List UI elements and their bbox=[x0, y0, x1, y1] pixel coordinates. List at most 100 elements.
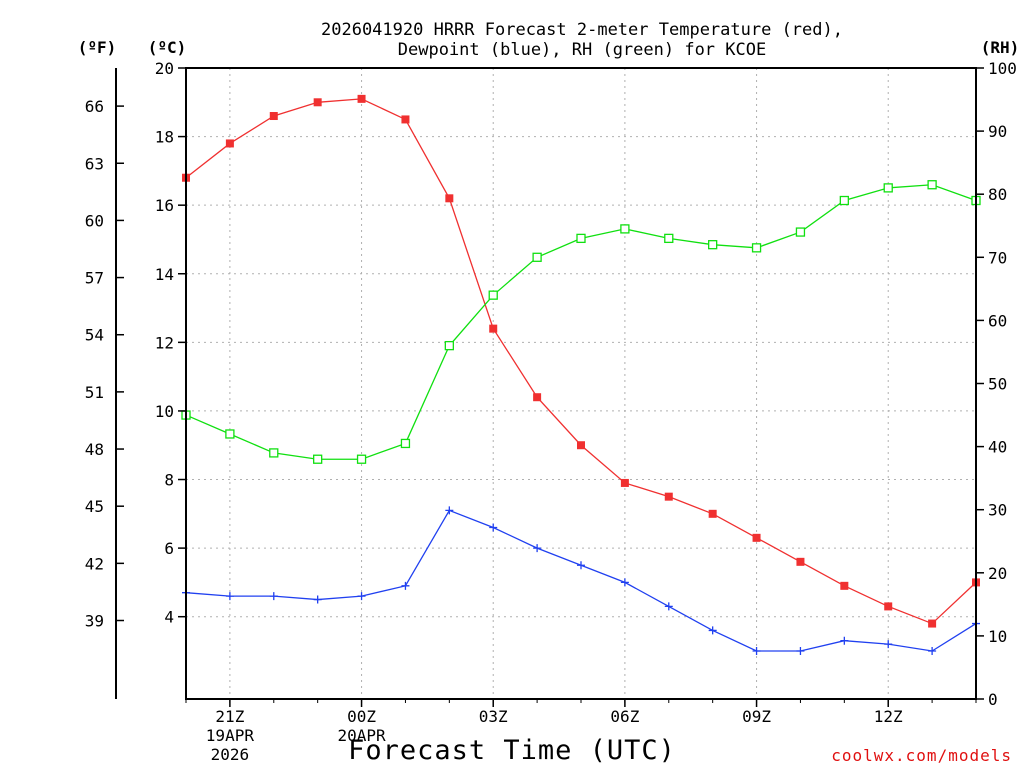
temperature-point bbox=[401, 115, 409, 123]
dewpoint-point bbox=[226, 592, 234, 600]
dewpoint-point bbox=[445, 506, 453, 514]
celsius-tick-label: 10 bbox=[155, 402, 174, 421]
temperature-point bbox=[753, 534, 761, 542]
rh-point bbox=[796, 228, 804, 236]
x-tick-label: 00Z bbox=[347, 707, 376, 726]
rh-unit-label: (RH) bbox=[981, 38, 1020, 57]
credit-link[interactable]: coolwx.com/models bbox=[831, 746, 1012, 765]
dewpoint-point bbox=[489, 524, 497, 532]
temperature-point bbox=[358, 95, 366, 103]
rh-point bbox=[577, 234, 585, 242]
temperature-point bbox=[884, 602, 892, 610]
fahrenheit-unit-label: (ºF) bbox=[78, 38, 117, 57]
fahrenheit-tick-label: 48 bbox=[85, 440, 104, 459]
fahrenheit-tick-label: 63 bbox=[85, 154, 104, 173]
celsius-tick-label: 20 bbox=[155, 59, 174, 78]
hrrr-forecast-chart: 21Z19APR202600Z20APR03Z 06Z 09Z 12Z46810121… bbox=[0, 0, 1024, 768]
x-tick-label: 03Z bbox=[479, 707, 508, 726]
rh-tick-label: 70 bbox=[988, 248, 1007, 267]
rh-point bbox=[314, 455, 322, 463]
x-tick-label: 09Z bbox=[742, 707, 771, 726]
x-tick-date: 19APR bbox=[206, 726, 255, 745]
fahrenheit-tick-label: 51 bbox=[85, 383, 104, 402]
temperature-point bbox=[226, 139, 234, 147]
rh-tick-label: 90 bbox=[988, 122, 1007, 141]
dewpoint-point bbox=[753, 647, 761, 655]
fahrenheit-tick-label: 57 bbox=[85, 269, 104, 288]
rh-point bbox=[884, 184, 892, 192]
rh-point bbox=[270, 449, 278, 457]
dewpoint-point bbox=[314, 596, 322, 604]
temperature-point bbox=[840, 582, 848, 590]
fahrenheit-tick-label: 60 bbox=[85, 211, 104, 230]
rh-tick-label: 10 bbox=[988, 627, 1007, 646]
rh-point bbox=[753, 244, 761, 252]
fahrenheit-tick-label: 45 bbox=[85, 497, 104, 516]
fahrenheit-tick-label: 54 bbox=[85, 326, 104, 345]
x-axis-title: Forecast Time (UTC) bbox=[348, 735, 676, 766]
temperature-point bbox=[533, 393, 541, 401]
temperature-point bbox=[445, 194, 453, 202]
temperature-point bbox=[928, 620, 936, 628]
dewpoint-line bbox=[186, 510, 976, 651]
rh-tick-label: 20 bbox=[988, 564, 1007, 583]
celsius-tick-label: 16 bbox=[155, 196, 174, 215]
x-tick-year: 2026 bbox=[211, 745, 250, 764]
dewpoint-point bbox=[928, 647, 936, 655]
chart-title-line-2: Dewpoint (blue), RH (green) for KCOE bbox=[398, 40, 766, 60]
rh-tick-label: 100 bbox=[988, 59, 1017, 78]
dewpoint-point bbox=[270, 592, 278, 600]
celsius-tick-label: 18 bbox=[155, 128, 174, 147]
temperature-point bbox=[314, 98, 322, 106]
rh-point bbox=[709, 241, 717, 249]
celsius-tick-label: 14 bbox=[155, 265, 174, 284]
fahrenheit-tick-label: 39 bbox=[85, 612, 104, 631]
rh-tick-label: 80 bbox=[988, 185, 1007, 204]
rh-point bbox=[621, 225, 629, 233]
data-series bbox=[182, 95, 980, 655]
rh-line bbox=[186, 185, 976, 459]
dewpoint-point bbox=[358, 592, 366, 600]
fahrenheit-tick-label: 66 bbox=[85, 97, 104, 116]
grid-lines bbox=[186, 68, 976, 699]
chart-title-line-1: 2026041920 HRRR Forecast 2-meter Tempera… bbox=[321, 20, 843, 40]
rh-point bbox=[401, 439, 409, 447]
rh-point bbox=[445, 342, 453, 350]
dewpoint-point bbox=[621, 578, 629, 586]
plot-frame bbox=[186, 68, 976, 699]
rh-point bbox=[840, 197, 848, 205]
x-tick-label: 06Z bbox=[610, 707, 639, 726]
dewpoint-point bbox=[401, 582, 409, 590]
dewpoint-point bbox=[533, 544, 541, 552]
dewpoint-point bbox=[709, 626, 717, 634]
rh-tick-label: 0 bbox=[988, 690, 998, 709]
rh-point bbox=[489, 291, 497, 299]
dewpoint-point bbox=[884, 640, 892, 648]
temperature-point bbox=[665, 493, 673, 501]
temperature-point bbox=[489, 325, 497, 333]
celsius-unit-label: (ºC) bbox=[148, 38, 187, 57]
rh-point bbox=[533, 253, 541, 261]
rh-point bbox=[665, 234, 673, 242]
rh-tick-label: 40 bbox=[988, 438, 1007, 457]
dewpoint-point bbox=[840, 637, 848, 645]
temperature-point bbox=[621, 479, 629, 487]
celsius-tick-label: 6 bbox=[164, 539, 174, 558]
x-tick-label: 21Z bbox=[215, 707, 244, 726]
celsius-tick-label: 12 bbox=[155, 333, 174, 352]
rh-point bbox=[928, 181, 936, 189]
rh-tick-label: 30 bbox=[988, 501, 1007, 520]
temperature-point bbox=[577, 441, 585, 449]
temperature-point bbox=[270, 112, 278, 120]
celsius-tick-label: 8 bbox=[164, 471, 174, 490]
celsius-tick-label: 4 bbox=[164, 608, 174, 627]
dewpoint-point bbox=[665, 602, 673, 610]
dewpoint-point bbox=[796, 647, 804, 655]
rh-tick-label: 50 bbox=[988, 375, 1007, 394]
rh-point bbox=[226, 430, 234, 438]
fahrenheit-tick-label: 42 bbox=[85, 554, 104, 573]
temperature-point bbox=[709, 510, 717, 518]
rh-tick-label: 60 bbox=[988, 311, 1007, 330]
temperature-line bbox=[186, 99, 976, 624]
x-tick-label: 12Z bbox=[874, 707, 903, 726]
